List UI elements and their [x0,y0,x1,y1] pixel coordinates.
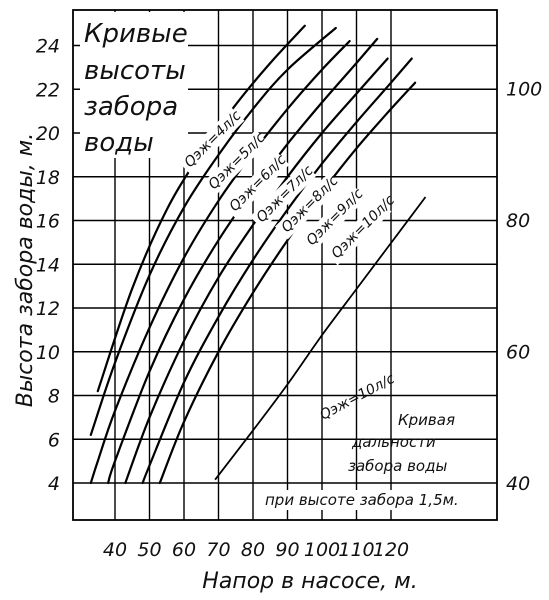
series-line-2 [89,26,337,436]
secondary-tick-label: 60 [506,342,530,364]
series-label-background [177,107,245,175]
y-tick-label: 6 [48,429,60,451]
secondary-tick-label: 100 [506,79,542,101]
range-note-line-3: забора воды [348,457,447,475]
chart-title-line-2: высоты [84,56,186,86]
y-tick-label: 24 [36,36,60,58]
x-tick-label: 110 [338,539,374,561]
grid [72,9,498,521]
y-tick-label: 10 [36,342,60,364]
x-axis-title: Напор в насосе, м. [202,569,417,594]
note-background [262,490,476,510]
y-axis-title: Высота забора воды, м. [13,133,38,408]
y-tick-label: 4 [48,473,60,495]
series-line-6 [141,57,413,485]
x-tick-label: 80 [241,539,265,561]
series-line-5 [124,57,389,485]
x-tick-label: 60 [172,539,196,561]
series-line-7 [158,81,417,485]
range-series-line [214,196,427,481]
y-tick-label: 12 [36,298,60,320]
x-tick-label: 40 [103,539,127,561]
title-background [80,12,188,158]
x-tick-label: 90 [275,539,299,561]
y-tick-label: 16 [36,211,60,233]
y-tick-label: 22 [36,79,60,101]
range-note-line-1: Кривая [398,411,455,429]
y-axis-ticks: 4 6 8 10 12 14 16 18 20 22 24 [36,36,60,496]
x-tick-label: 100 [304,539,340,561]
series-line-4 [107,37,379,485]
secondary-tick-label: 80 [506,210,530,232]
x-tick-label: 120 [373,539,409,561]
plot-frame [72,9,498,521]
y-tick-label: 14 [36,254,60,276]
y-tick-label: 8 [48,386,60,408]
series-label-background [201,129,269,197]
x-tick-label: 70 [206,539,230,561]
x-tick-label: 50 [137,539,161,561]
range-note-line-4: при высоте забора 1,5м. [265,491,459,509]
chart-title-line-3: забора [84,92,178,122]
series-label-background [299,185,367,253]
series-label-background [222,151,290,219]
series-label-background [324,198,392,266]
secondary-axis-ticks: 40 60 80 100 [506,79,542,496]
series-line-3 [89,40,351,485]
range-note-line-2: дальности [351,433,436,451]
y-tick-label: 18 [36,167,60,189]
chart-title-line-4: воды [84,128,154,158]
range-series-label: Qэж=10л/с [317,371,397,424]
series-label-background [274,172,342,240]
chart-title-line-1: Кривые [84,19,188,49]
y-tick-label: 20 [36,123,60,145]
series-label-background [249,162,317,230]
range-curve [214,196,427,481]
secondary-tick-label: 40 [506,473,530,495]
